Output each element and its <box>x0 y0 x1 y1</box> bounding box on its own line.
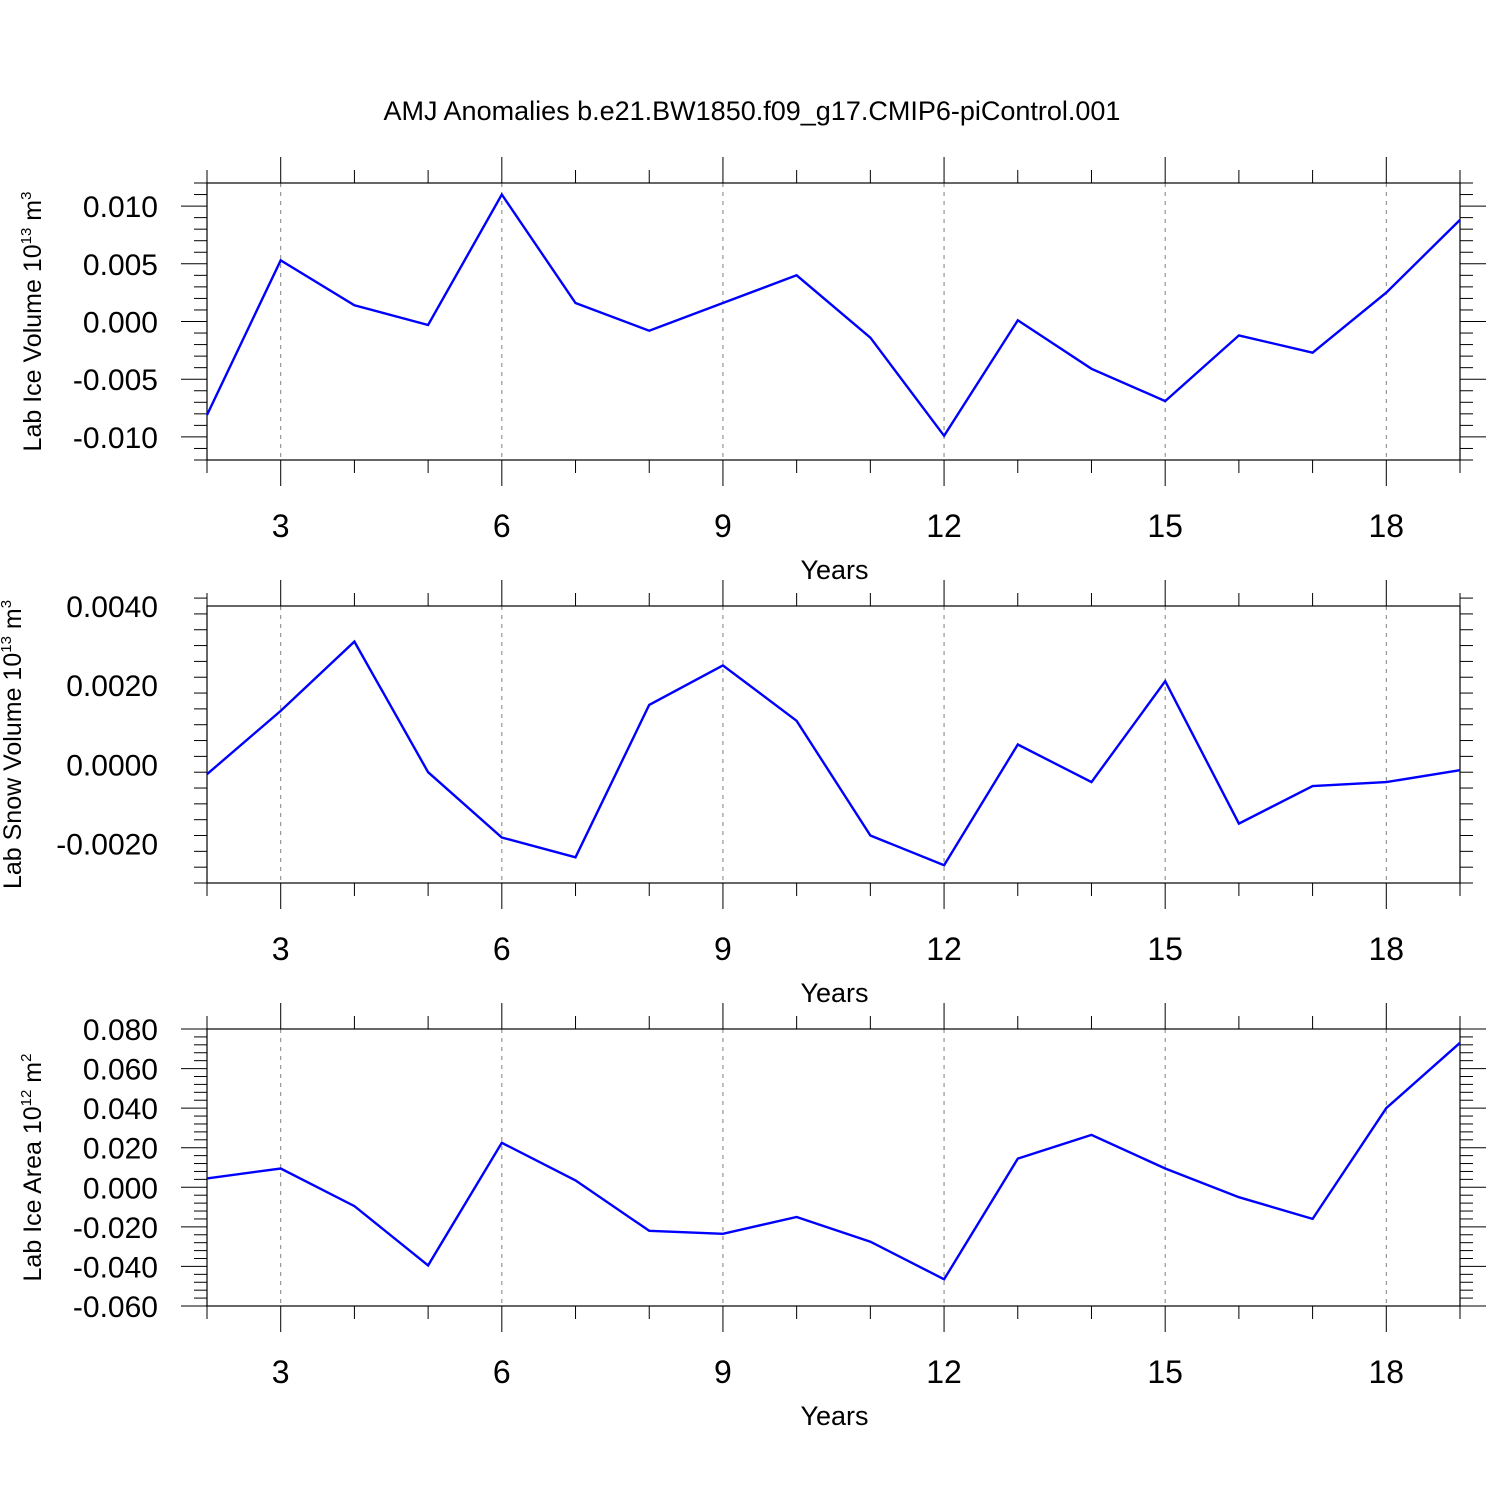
x-tick-label: 6 <box>493 931 511 967</box>
series-line <box>206 1041 1461 1281</box>
series-line <box>205 192 1461 438</box>
chart-panel-3: 3 6 9 12 15 18 Years -0.060 -0.040 -0.020 0.000 0.0… <box>18 1003 1486 1431</box>
chart-panel-2: 3 6 9 12 15 18 Years -0.0020 0.0000 0.0020 0.0040 L… <box>0 580 1473 1008</box>
y-tick-label: 0.080 <box>83 1014 158 1047</box>
y-axis-label: Lab Ice Volume 1013 m3 <box>18 192 47 452</box>
x-tick-label: 18 <box>1368 1354 1404 1390</box>
y-axis-label: Lab Snow Volume 1013 m3 <box>0 600 27 889</box>
x-tick-label: 12 <box>926 508 962 544</box>
y-tick-label: 0.020 <box>83 1133 158 1166</box>
y-tick-label: 0.0000 <box>66 749 158 782</box>
x-tick-label: 18 <box>1368 508 1404 544</box>
y-tick-label: -0.005 <box>73 364 158 397</box>
x-axis-label: Years <box>800 978 868 1008</box>
x-tick-label: 6 <box>493 1354 511 1390</box>
y-tick-label: -0.010 <box>73 422 158 455</box>
y-axis-label: Lab Ice Area 1012 m2 <box>18 1054 47 1282</box>
x-tick-label: 15 <box>1147 508 1183 544</box>
chart-panel-1: 3 6 9 12 15 18 Years -0.010 -0.005 0.000 0.005 0.01… <box>18 157 1486 585</box>
x-tick-label: 9 <box>714 1354 732 1390</box>
y-tick-label: 0.040 <box>83 1093 158 1126</box>
plot-frame <box>206 1028 1461 1307</box>
chart-panels: 3 6 9 12 15 18 Years -0.010 -0.005 0.000 0.005 0.01… <box>0 157 1486 1431</box>
y-tick-label: -0.0020 <box>56 828 158 861</box>
y-tick-label: 0.060 <box>83 1054 158 1087</box>
y-tick-label: 0.005 <box>83 249 158 282</box>
x-tick-label: 9 <box>714 931 732 967</box>
y-tick-label: -0.060 <box>73 1291 158 1324</box>
x-axis-label: Years <box>800 1401 868 1431</box>
figure-title: AMJ Anomalies b.e21.BW1850.f09_g17.CMIP6… <box>384 96 1121 126</box>
x-tick-label: 3 <box>272 508 290 544</box>
y-tick-label: 0.0040 <box>66 591 158 624</box>
y-tick-label: 0.000 <box>83 1172 158 1205</box>
y-tick-label: 0.000 <box>83 307 158 340</box>
x-tick-label: 12 <box>926 931 962 967</box>
x-tick-label: 15 <box>1147 931 1183 967</box>
x-tick-label: 9 <box>714 508 732 544</box>
x-tick-label: 6 <box>493 508 511 544</box>
y-tick-label: 0.010 <box>83 191 158 224</box>
x-axis-label: Years <box>800 555 868 585</box>
series-line <box>206 639 1461 867</box>
plot-frame <box>206 605 1461 884</box>
x-tick-label: 3 <box>272 931 290 967</box>
y-tick-label: -0.040 <box>73 1251 158 1284</box>
x-tick-label: 3 <box>272 1354 290 1390</box>
plot-frame <box>206 182 1461 461</box>
x-tick-label: 12 <box>926 1354 962 1390</box>
y-tick-label: -0.020 <box>73 1212 158 1245</box>
x-tick-label: 15 <box>1147 1354 1183 1390</box>
x-tick-label: 18 <box>1368 931 1404 967</box>
y-tick-label: 0.0020 <box>66 670 158 703</box>
